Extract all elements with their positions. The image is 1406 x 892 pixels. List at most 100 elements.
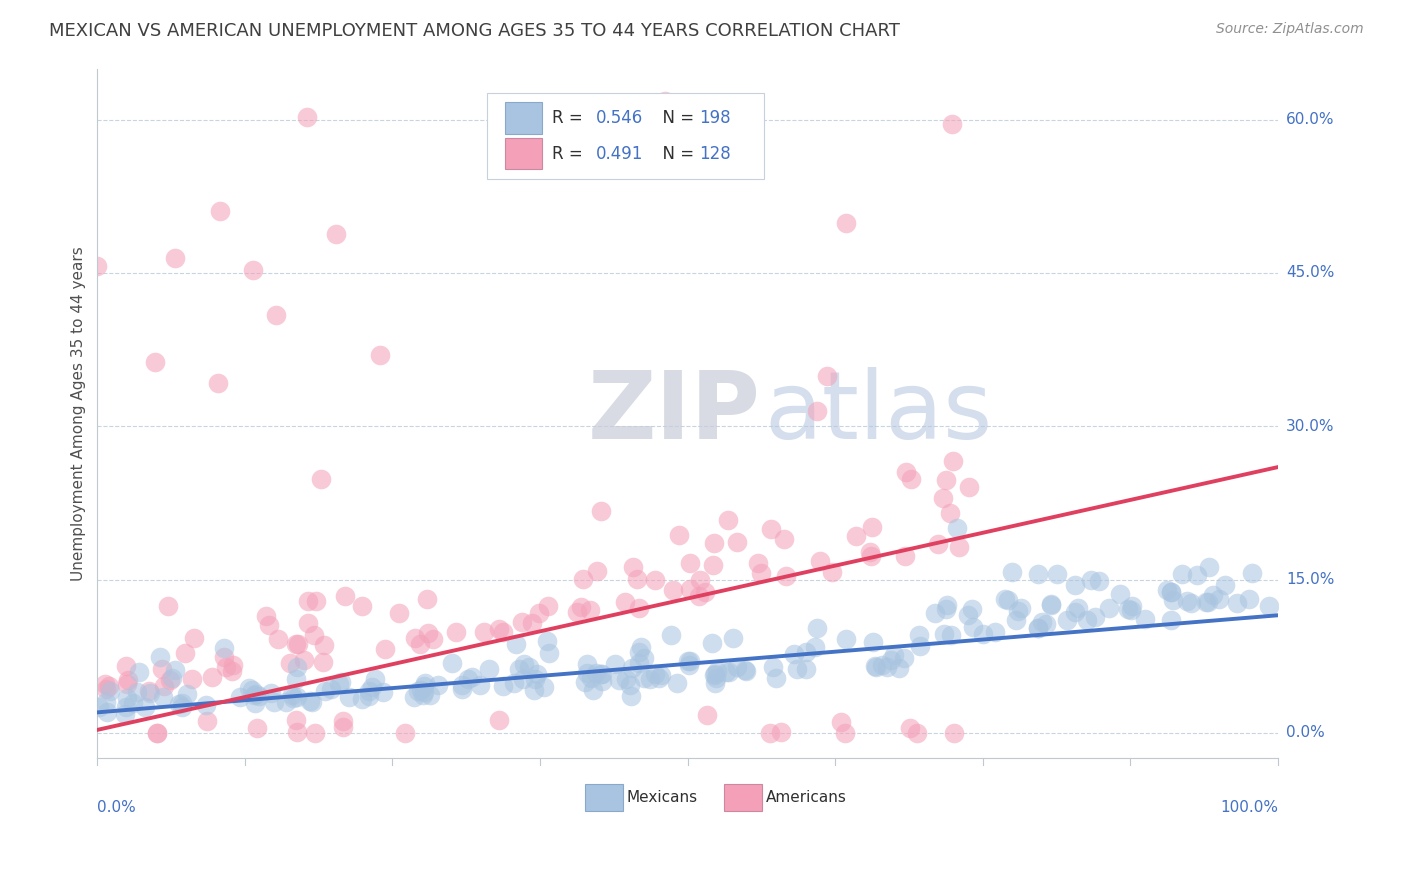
FancyBboxPatch shape <box>486 93 765 179</box>
Point <box>765 671 787 685</box>
Point <box>305 594 328 608</box>
Point <box>1026 621 1049 635</box>
Point <box>281 689 304 703</box>
Point <box>703 667 725 681</box>
Point <box>208 204 231 219</box>
Point <box>450 678 472 692</box>
Point <box>626 573 648 587</box>
Point <box>302 628 325 642</box>
Point <box>941 628 963 642</box>
Text: R =: R = <box>553 145 588 162</box>
Text: Americans: Americans <box>765 790 846 805</box>
Point <box>162 671 184 685</box>
FancyBboxPatch shape <box>505 102 543 134</box>
Point <box>412 688 434 702</box>
Point <box>939 506 962 520</box>
Point <box>725 660 748 674</box>
Point <box>127 684 149 698</box>
Point <box>173 646 195 660</box>
Point <box>520 616 543 631</box>
Point <box>883 648 905 662</box>
Point <box>804 640 827 654</box>
Point <box>644 666 666 681</box>
Point <box>644 574 666 588</box>
Point <box>114 659 136 673</box>
Point <box>1080 573 1102 587</box>
Point <box>94 682 117 697</box>
Point <box>115 691 138 706</box>
Point <box>117 673 139 687</box>
Text: 198: 198 <box>699 109 731 127</box>
Point <box>1160 585 1182 599</box>
Point <box>404 690 426 705</box>
Point <box>994 591 1017 606</box>
Point <box>676 654 699 668</box>
Point <box>287 690 309 704</box>
Point <box>146 726 169 740</box>
Point <box>662 582 685 597</box>
Point <box>613 595 636 609</box>
Text: 0.0%: 0.0% <box>1286 725 1324 740</box>
Point <box>183 632 205 646</box>
Point <box>935 473 957 487</box>
Point <box>329 675 352 690</box>
Point <box>900 472 922 486</box>
Point <box>505 637 527 651</box>
Point <box>1160 614 1182 628</box>
Point <box>243 696 266 710</box>
Point <box>574 674 596 689</box>
Point <box>311 472 333 486</box>
Point <box>908 639 931 653</box>
Text: 128: 128 <box>699 145 731 162</box>
Point <box>96 705 118 719</box>
Point <box>419 688 441 702</box>
Point <box>650 668 672 682</box>
Point <box>276 695 298 709</box>
Point <box>229 690 252 705</box>
Point <box>212 641 235 656</box>
Point <box>488 713 510 727</box>
Point <box>630 640 652 654</box>
Point <box>281 691 304 706</box>
Point <box>1156 583 1178 598</box>
Point <box>796 645 818 659</box>
Point <box>714 665 737 679</box>
Point <box>579 603 602 617</box>
Text: MEXICAN VS AMERICAN UNEMPLOYMENT AMONG AGES 35 TO 44 YEARS CORRELATION CHART: MEXICAN VS AMERICAN UNEMPLOYMENT AMONG A… <box>49 22 900 40</box>
Point <box>984 625 1007 640</box>
Point <box>1098 600 1121 615</box>
Text: 45.0%: 45.0% <box>1286 266 1334 280</box>
Point <box>717 157 740 171</box>
Point <box>1240 566 1263 581</box>
Point <box>786 662 808 676</box>
Point <box>1202 588 1225 602</box>
Point <box>845 529 868 543</box>
Point <box>94 695 117 709</box>
Point <box>905 726 928 740</box>
Point <box>426 678 449 692</box>
Point <box>1040 598 1063 612</box>
Point <box>959 480 981 494</box>
Point <box>492 624 515 639</box>
Point <box>706 671 728 685</box>
Text: 100.0%: 100.0% <box>1220 800 1278 814</box>
Point <box>266 632 288 646</box>
Point <box>207 376 229 390</box>
Point <box>579 672 602 686</box>
Point <box>246 722 269 736</box>
Point <box>585 665 607 680</box>
Point <box>114 700 136 714</box>
Point <box>523 672 546 686</box>
Point <box>314 638 336 652</box>
Point <box>522 682 544 697</box>
Point <box>536 633 558 648</box>
Point <box>242 262 264 277</box>
Point <box>1026 566 1049 581</box>
Point <box>418 626 440 640</box>
Point <box>1109 586 1132 600</box>
Point <box>717 513 740 527</box>
Point <box>589 504 612 518</box>
Point <box>835 216 858 230</box>
Point <box>167 698 190 712</box>
Text: 15.0%: 15.0% <box>1286 572 1334 587</box>
